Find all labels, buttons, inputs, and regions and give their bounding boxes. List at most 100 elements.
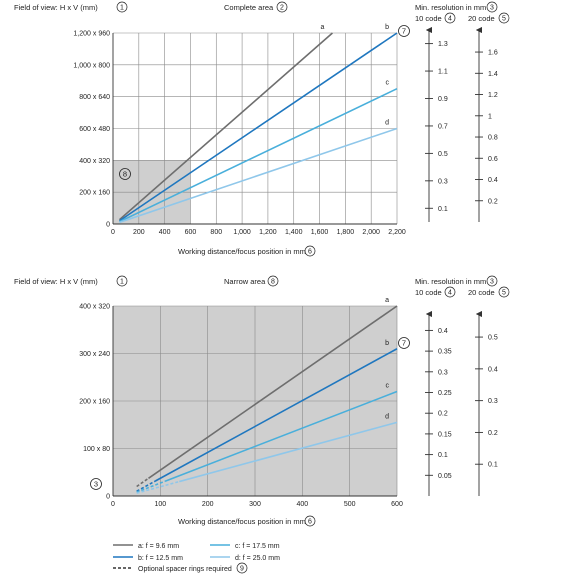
bottom-res-tick-label: 0.4: [438, 328, 448, 335]
bottom-fov-title: Field of view: H x V (mm): [14, 277, 98, 286]
bottom-res-tick-label: 0.4: [488, 366, 498, 373]
top-area-title: Complete area: [224, 3, 274, 12]
bottom-x-tick-label: 300: [249, 501, 261, 508]
svg-text:7: 7: [402, 27, 406, 36]
bottom-fov-marker: 1: [116, 275, 128, 287]
svg-text:1: 1: [120, 279, 124, 286]
legend: a: f = 9.6 mm c: f = 17.5 mm b: f = 12.5…: [113, 543, 280, 574]
bottom-series-a-dashed: [136, 477, 149, 488]
top-fov-title: Field of view: H x V (mm): [14, 3, 98, 12]
bottom-res-tick-label: 0.5: [488, 335, 498, 342]
svg-text:4: 4: [448, 16, 452, 23]
top-x-tick-label: 1,800: [337, 229, 355, 236]
top-res-tick-label: 0.1: [438, 206, 448, 213]
bottom-y-tick-label: 0: [106, 494, 110, 501]
svg-text:6: 6: [308, 249, 312, 256]
top-series-a: [118, 32, 333, 221]
legend-label-a: a: f = 9.6 mm: [138, 543, 179, 550]
top-code20-label: 20 code: [468, 14, 495, 23]
legend-label-b: b: f = 12.5 mm: [138, 555, 183, 562]
bottom-series-a: [148, 305, 398, 479]
bottom-x-tick-label: 400: [296, 501, 308, 508]
top-xlabel: Working distance/focus position in mm: [178, 247, 306, 256]
svg-text:2: 2: [280, 5, 284, 12]
bottom-res-tick-label: 0.1: [438, 452, 448, 459]
bottom-y-tick-label: 200 x 160: [79, 399, 110, 406]
top-xlabel-marker: 6: [304, 245, 316, 257]
bottom-x-tick-label: 100: [154, 501, 166, 508]
legend-label-spacer: Optional spacer rings required: [138, 566, 232, 573]
top-res-tick-label: 0.7: [438, 123, 448, 130]
bottom-series-c: [164, 390, 398, 482]
svg-text:3: 3: [490, 5, 494, 12]
top-x-tick-label: 400: [159, 229, 171, 236]
bottom-x-tick-label: 0: [111, 501, 115, 508]
top-y-tick-label: 0: [106, 222, 110, 229]
top-code20-marker: 5: [498, 12, 510, 24]
top-res-title: Min. resolution in mm: [415, 3, 486, 12]
top-res-tick-label: 1.1: [438, 69, 448, 76]
bottom-res-tick-label: 0.35: [438, 349, 452, 356]
bottom-xlabel: Working distance/focus position in mm: [178, 517, 306, 526]
top-res-tick-label: 0.4: [488, 177, 498, 184]
top-res-tick-label: 0.5: [438, 151, 448, 158]
bottom-res-tick-label: 0.2: [488, 430, 498, 437]
top-x-tick-label: 1,600: [311, 229, 329, 236]
top-x-tick-label: 200: [133, 229, 145, 236]
top-res-tick-label: 1.3: [438, 41, 448, 48]
bottom-side-marker: 3: [90, 478, 102, 490]
top-res-tick-label: 1.4: [488, 71, 498, 78]
bottom-series-c-dashed: [136, 480, 166, 493]
bottom-code20-marker: 5: [498, 286, 510, 298]
bottom-y-tick-label: 300 x 240: [79, 351, 110, 358]
top-x-tick-label: 2,000: [362, 229, 380, 236]
svg-text:3: 3: [94, 480, 98, 489]
top-x-tick-label: 600: [185, 229, 197, 236]
top-code10-label: 10 code: [415, 14, 442, 23]
svg-text:3: 3: [490, 279, 494, 286]
bottom-res-tick-label: 0.25: [438, 390, 452, 397]
top-res-marker: 3: [486, 1, 498, 13]
top-series-d: [119, 127, 398, 224]
top-x-tick-label: 2,200: [388, 229, 406, 236]
svg-text:8: 8: [271, 279, 275, 286]
bottom-code20-label: 20 code: [468, 288, 495, 297]
svg-text:4: 4: [448, 290, 452, 297]
top-x-tick-label: 0: [111, 229, 115, 236]
top-res-tick-label: 1.6: [488, 50, 498, 57]
bottom-res-marker: 3: [486, 275, 498, 287]
top-y-tick-label: 400 x 320: [79, 158, 110, 165]
svg-text:7: 7: [402, 339, 406, 348]
bottom-panel: Field of view: H x V (mm) 1 Narrow area …: [14, 275, 510, 527]
bottom-series-b: [155, 348, 398, 482]
svg-text:6: 6: [308, 519, 312, 526]
bottom-res-tick-label: 0.3: [488, 398, 498, 405]
legend-label-d: d: f = 25.0 mm: [235, 555, 280, 562]
top-res-tick-label: 0.3: [438, 178, 448, 185]
bottom-y-tick-label: 400 x 320: [79, 304, 110, 311]
bottom-res-tick-label: 0.05: [438, 473, 452, 480]
bottom-res-tick-label: 0.3: [438, 369, 448, 376]
svg-text:9: 9: [240, 566, 244, 573]
top-series-label-a: a: [321, 24, 325, 31]
top-panel: Field of view: H x V (mm) 1 Complete are…: [14, 1, 510, 257]
top-series-c: [119, 87, 398, 223]
bottom-x-tick-label: 200: [202, 501, 214, 508]
bottom-series-label-a: a: [385, 297, 389, 304]
bottom-res-tick-label: 0.1: [488, 462, 498, 469]
top-series-b: [119, 32, 398, 222]
top-x-tick-label: 1,000: [233, 229, 251, 236]
svg-text:8: 8: [123, 170, 127, 179]
top-y-tick-label: 200 x 160: [79, 190, 110, 197]
top-res-tick-label: 1: [488, 113, 492, 120]
bottom-series-d: [179, 421, 398, 483]
bottom-res-tick-label: 0.2: [438, 411, 448, 418]
bottom-area-marker: 8: [267, 275, 279, 287]
top-series-label-d: d: [385, 120, 389, 127]
top-narrow-marker: 8: [119, 168, 131, 180]
bottom-res-title: Min. resolution in mm: [415, 277, 486, 286]
bottom-series-d-dashed: [136, 480, 180, 494]
bottom-code10-label: 10 code: [415, 288, 442, 297]
bottom-series-b-dashed: [136, 480, 156, 492]
